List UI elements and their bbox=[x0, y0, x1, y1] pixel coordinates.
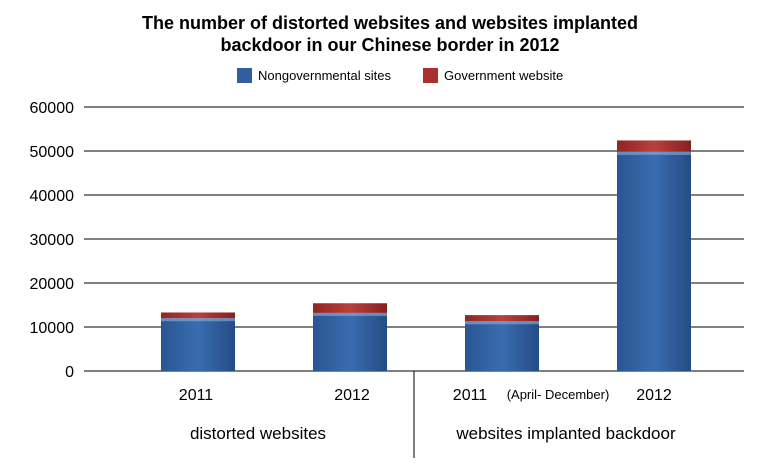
bar-highlight-1 bbox=[313, 312, 387, 316]
legend-swatch-government bbox=[423, 67, 438, 83]
bar-nongovernmental-0 bbox=[161, 318, 235, 371]
bar-highlight-3 bbox=[617, 151, 691, 155]
legend-item-government: Government website bbox=[423, 66, 563, 84]
chart-title-line-2: backdoor in our Chinese border in 2012 bbox=[220, 35, 560, 55]
legend-label-government: Government website bbox=[444, 67, 564, 83]
x-category-label-3: 2012 bbox=[636, 387, 672, 404]
y-tick-label-30000: 30000 bbox=[30, 232, 75, 249]
x-category-label-2: 2011 bbox=[453, 387, 488, 404]
chart-title-line-1: The number of distorted websites and web… bbox=[141, 13, 639, 33]
bar-government-2 bbox=[465, 315, 539, 322]
legend-item-nongovernmental: Nongovernmental sites bbox=[237, 66, 391, 84]
bar-government-3 bbox=[617, 140, 691, 152]
legend-label-nongovernmental: Nongovernmental sites bbox=[258, 67, 391, 83]
x-category-label-0: 2011 bbox=[179, 387, 214, 404]
y-tick-label-40000: 40000 bbox=[30, 188, 75, 205]
bar-government-0 bbox=[161, 312, 235, 319]
x-category-label-1: 2012 bbox=[334, 387, 370, 404]
legend-swatch-nongovernmental bbox=[237, 67, 252, 83]
y-tick-label-60000: 60000 bbox=[30, 100, 75, 117]
bar-nongovernmental-1 bbox=[313, 312, 387, 371]
bar-nongovernmental-2 bbox=[465, 321, 539, 371]
bar-government-1 bbox=[313, 303, 387, 313]
y-tick-label-50000: 50000 bbox=[30, 144, 75, 161]
x-category-note-2: (April- December) bbox=[507, 387, 610, 402]
x-group-label-0: distorted websites bbox=[190, 424, 326, 443]
x-group-label-1: websites implanted backdoor bbox=[455, 424, 676, 443]
y-tick-label-10000: 10000 bbox=[30, 320, 75, 337]
y-tick-label-0: 0 bbox=[65, 364, 74, 381]
y-tick-label-20000: 20000 bbox=[30, 276, 75, 293]
bar-highlight-0 bbox=[161, 318, 235, 322]
bar-highlight-2 bbox=[465, 321, 539, 325]
bar-nongovernmental-3 bbox=[617, 151, 691, 371]
